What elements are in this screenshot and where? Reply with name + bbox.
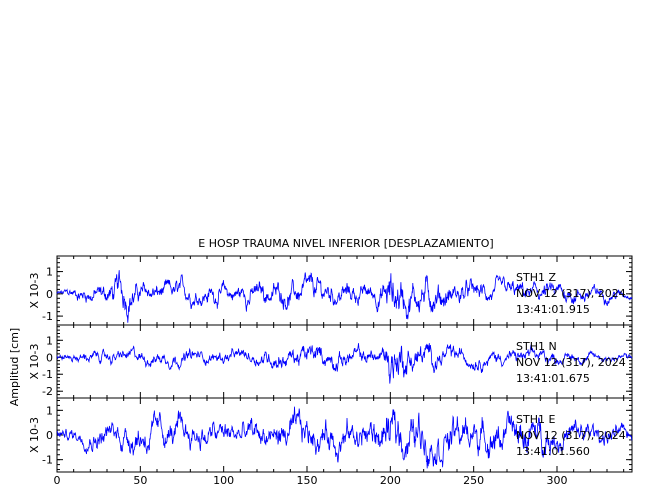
y-tick-label: -2: [42, 385, 53, 398]
scale-label: X 10-3: [28, 417, 41, 453]
x-tick-label: 200: [380, 474, 401, 487]
y-tick-label: 1: [46, 404, 53, 417]
seismogram-panel: -1 0 1 X 10-3 STH1 E NOV 12 (317), 2024 13:41:…: [28, 397, 633, 473]
date-label: NOV 12 (317), 2024: [516, 429, 626, 442]
y-tick-label: 0: [46, 288, 53, 301]
chart-title: E HOSP TRAUMA NIVEL INFERIOR [DESPLAZAMI…: [198, 237, 493, 250]
x-tick-label: 150: [297, 474, 318, 487]
seismogram-panel: -1 0 1 X 10-3 STH1 Z NOV 12 (317), 2024 13:41:…: [28, 255, 633, 326]
channel-label: STH1 N: [516, 340, 557, 353]
waveform-line: [56, 343, 633, 384]
waveform-line: [56, 270, 633, 323]
x-tick-label: 100: [213, 474, 234, 487]
scale-label: X 10-3: [28, 273, 41, 309]
y-tick-label: 0: [46, 429, 53, 442]
time-label: 13:41:01.915: [516, 303, 590, 316]
channel-label: STH1 Z: [516, 271, 556, 284]
y-tick-label: -1: [42, 310, 53, 323]
date-label: NOV 12 (317), 2024: [516, 287, 626, 300]
time-label: 13:41:01.675: [516, 372, 590, 385]
waveform-line: [56, 406, 633, 469]
x-tick-label: 250: [463, 474, 484, 487]
y-tick-label: -1: [42, 454, 53, 467]
seismogram-panel: -2 -1 0 1 X 10-3 STH1 N NOV 12 (317), 2024 13:4…: [28, 324, 633, 399]
x-tick-label: 0: [54, 474, 61, 487]
y-axis-label: Amplitud [cm]: [8, 328, 21, 406]
x-tick-label: 50: [133, 474, 147, 487]
scale-label: X 10-3: [28, 344, 41, 380]
y-tick-label: 1: [46, 334, 53, 347]
x-tick-label: 300: [547, 474, 568, 487]
time-label: 13:41:01.560: [516, 445, 590, 458]
channel-label: STH1 E: [516, 413, 555, 426]
y-tick-label: 1: [46, 266, 53, 279]
y-tick-label: 0: [46, 351, 53, 364]
date-label: NOV 12 (317), 2024: [516, 356, 626, 369]
y-tick-label: -1: [42, 368, 53, 381]
